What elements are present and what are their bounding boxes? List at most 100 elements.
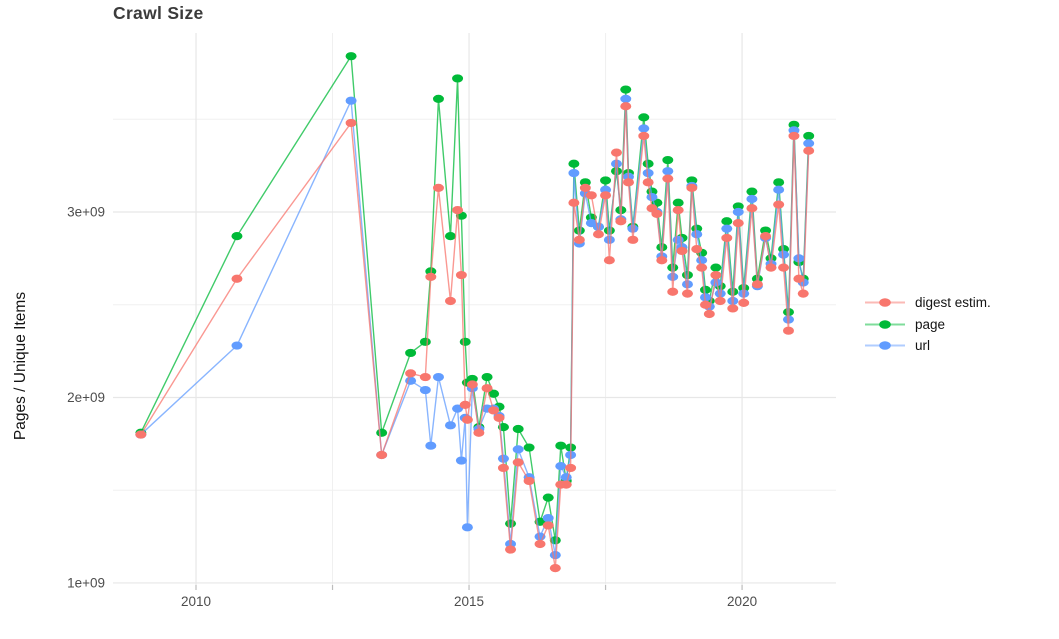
data-point-page [459,337,471,346]
data-point-digest-estim [534,539,546,549]
x-tick-label: 2015 [454,594,484,609]
data-point-digest-estim [444,296,456,306]
data-point-digest-estim [452,206,464,215]
data-point-page [505,519,517,528]
data-point-page [231,232,243,241]
data-point-url [497,454,509,463]
data-point-digest-estim [405,369,417,378]
data-point-digest-estim [803,146,815,155]
data-point-digest-estim [710,270,722,280]
legend-key-dot [879,319,891,329]
data-point-digest-estim [455,270,467,280]
y-tick-label: 2e+09 [67,390,105,405]
data-point-digest-estim [505,545,517,554]
data-point-digest-estim [419,372,431,382]
data-point-digest-estim [738,298,750,307]
data-point-page [432,94,444,103]
data-point-digest-estim [656,256,668,265]
data-point-page [481,372,493,382]
data-point-page [542,493,554,502]
data-point-digest-estim [676,246,688,256]
data-point-digest-estim [592,230,604,239]
legend: digest estim. page url [864,292,991,357]
data-point-digest-estim [714,296,726,306]
data-point-digest-estim [620,102,632,111]
data-point-digest-estim [793,274,805,283]
data-point-url [672,235,684,244]
data-point-url [560,473,572,482]
data-point-page [746,187,758,196]
data-point-url [732,207,744,217]
data-point-digest-estim [461,415,473,424]
data-point-digest-estim [751,280,763,289]
data-point-url [691,230,703,239]
data-point-url [455,456,467,465]
data-point-digest-estim [345,118,357,128]
legend-label-url: url [915,338,931,354]
data-point-page [405,348,417,358]
data-point-digest-estim [642,178,654,187]
series-line-url [140,98,810,556]
data-point-digest-estim [721,233,733,243]
data-point-digest-estim [459,400,471,409]
data-point-digest-estim [466,380,478,389]
data-point-digest-estim [681,289,693,298]
data-point-url [662,167,674,176]
y-tick-label: 3e+09 [67,204,105,219]
data-point-digest-estim [432,183,444,192]
data-point-url [714,289,726,298]
data-point-url [231,341,243,350]
data-point-digest-estim [662,174,674,183]
data-point-digest-estim [667,287,679,296]
data-point-digest-estim [493,413,505,422]
x-tick-label: 2020 [727,594,757,609]
legend-item-page: page [864,314,991,336]
data-point-page [620,85,632,94]
data-point-digest-estim [696,263,708,272]
data-point-digest-estim [773,200,785,209]
data-point-page [721,217,733,226]
data-point-digest-estim [549,564,561,573]
legend-key-dot [879,298,891,308]
data-point-url [696,256,708,265]
data-point-digest-estim [638,131,650,141]
data-point-url [461,523,473,532]
data-point-digest-estim [497,463,509,473]
data-point-url [432,372,444,382]
data-point-url [425,441,437,450]
data-point-url [746,194,758,204]
data-point-page [419,337,431,346]
data-point-digest-estim [622,178,634,187]
data-point-digest-estim [568,198,580,207]
data-point-digest-estim [473,428,485,437]
data-point-digest-estim [703,309,715,319]
legend-label-page: page [915,316,946,332]
data-point-digest-estim [488,406,500,415]
data-point-url [803,139,815,148]
data-point-url [793,254,805,263]
data-point-page [699,285,711,294]
data-point-digest-estim [603,256,615,265]
data-point-page [376,428,388,437]
data-point-page [642,159,654,168]
data-point-page [662,155,674,165]
data-point-digest-estim [585,191,597,200]
data-point-digest-estim [797,289,809,298]
data-point-digest-estim [376,450,388,460]
data-point-page [710,263,722,272]
data-point-digest-estim [672,206,684,215]
data-point-digest-estim [565,463,577,473]
data-point-url [642,168,654,178]
data-point-digest-estim [135,430,147,439]
data-point-page [452,74,464,83]
data-point-digest-estim [760,232,772,241]
data-point-digest-estim [732,219,744,228]
data-point-digest-estim [778,263,790,272]
data-point-page [488,389,500,398]
data-point-url [773,185,785,194]
data-point-page [573,226,585,235]
data-point-url [620,94,632,103]
legend-label-digest-estim: digest estim. [915,295,991,311]
data-point-url [419,385,431,395]
